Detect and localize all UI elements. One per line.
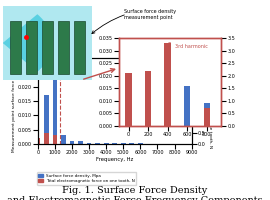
Bar xyxy=(164,43,171,126)
Bar xyxy=(70,141,75,144)
Bar xyxy=(204,108,210,126)
Bar xyxy=(95,143,100,144)
Bar xyxy=(87,143,92,144)
Bar xyxy=(44,95,49,144)
FancyBboxPatch shape xyxy=(26,21,36,74)
Y-axis label: Total electromagnetic force for one tooth, N: Total electromagnetic force for one toot… xyxy=(208,53,212,149)
Bar xyxy=(112,143,117,144)
Text: Surface force density
measurement point: Surface force density measurement point xyxy=(124,9,176,20)
Text: Fig. 1. Surface Force Density
and Electromagnetic Force Frequency Components: Fig. 1. Surface Force Density and Electr… xyxy=(7,186,263,200)
Bar xyxy=(125,73,132,126)
FancyBboxPatch shape xyxy=(42,21,53,74)
Bar xyxy=(78,141,83,144)
X-axis label: Frequency, Hz: Frequency, Hz xyxy=(96,157,133,162)
Bar xyxy=(33,55,60,147)
FancyBboxPatch shape xyxy=(10,21,21,74)
Bar xyxy=(125,88,132,126)
Bar xyxy=(44,133,49,144)
Bar xyxy=(121,143,126,144)
FancyBboxPatch shape xyxy=(74,21,85,74)
Text: 3rd harmonic: 3rd harmonic xyxy=(168,42,208,49)
Bar xyxy=(145,71,151,126)
Bar xyxy=(184,86,190,126)
Y-axis label: Measurement point surface force density, MPa: Measurement point surface force density,… xyxy=(12,50,16,152)
Bar xyxy=(164,63,171,126)
Bar xyxy=(35,138,40,144)
Bar xyxy=(104,143,109,144)
Bar xyxy=(61,135,66,144)
Bar xyxy=(138,143,143,144)
FancyBboxPatch shape xyxy=(58,21,69,74)
Bar xyxy=(35,141,40,144)
Legend: Surface force density, Mpa, Total electromagnetic force on one tooth, N: Surface force density, Mpa, Total electr… xyxy=(37,172,136,185)
Bar xyxy=(52,135,57,144)
Bar xyxy=(52,72,57,144)
Bar xyxy=(129,143,134,144)
Bar xyxy=(145,78,151,126)
Wedge shape xyxy=(3,14,52,72)
Bar xyxy=(204,103,210,126)
